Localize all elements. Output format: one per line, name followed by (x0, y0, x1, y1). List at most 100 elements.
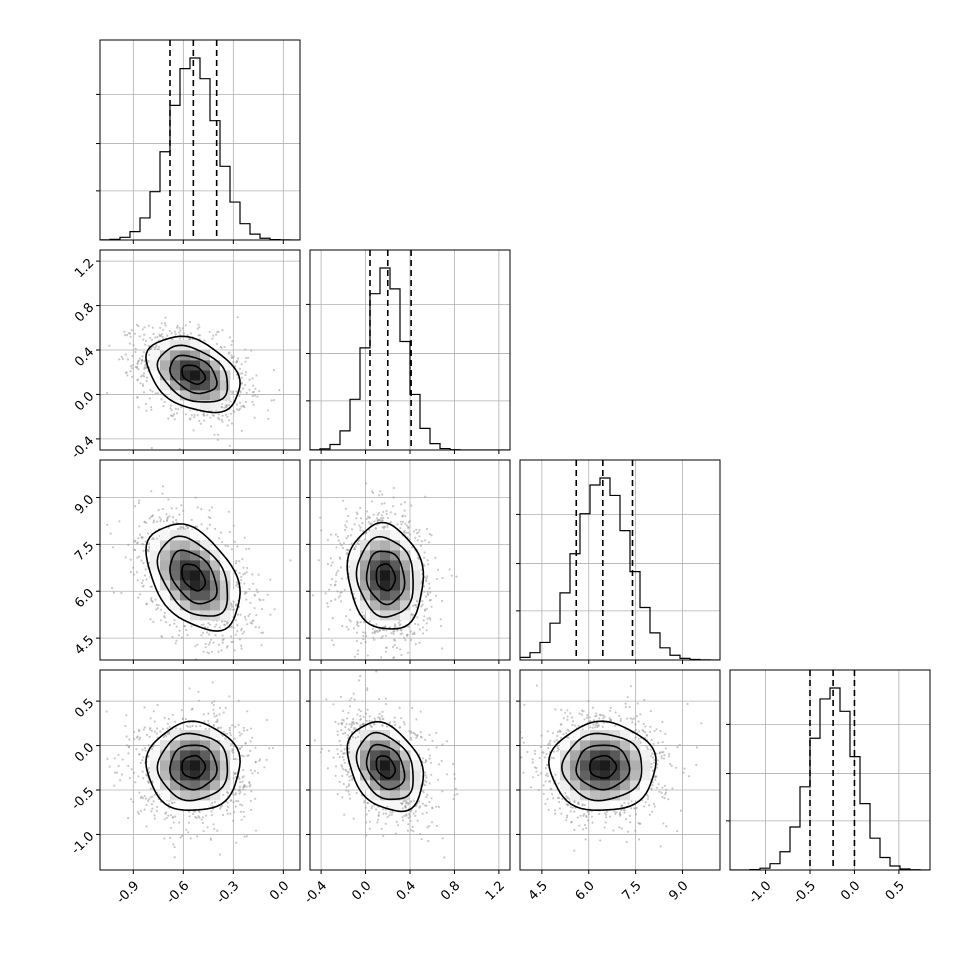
density-cell (630, 750, 641, 761)
scatter-point (355, 517, 358, 520)
scatter-point (212, 723, 215, 726)
scatter-point (143, 808, 146, 811)
scatter-point (414, 733, 417, 736)
scatter-point (417, 531, 420, 534)
density-cell (180, 760, 191, 771)
scatter-point (410, 738, 413, 741)
density-cell (210, 360, 221, 371)
scatter-point (644, 725, 647, 728)
density-cell (150, 760, 161, 771)
scatter-point (176, 527, 179, 530)
scatter-point (635, 813, 638, 816)
scatter-point (348, 729, 351, 732)
scatter-point (311, 594, 315, 597)
density-cell (200, 550, 211, 561)
scatter-point (218, 853, 221, 856)
scatter-point (253, 593, 256, 596)
density-cell (370, 780, 381, 791)
scatter-point (235, 559, 238, 563)
scatter-point (117, 764, 120, 768)
scatter-point (329, 557, 332, 560)
scatter-point (557, 782, 560, 785)
scatter-point (362, 614, 365, 617)
density-cell (150, 360, 161, 371)
scatter-point (354, 736, 357, 740)
density-cell (160, 370, 171, 381)
scatter-point (198, 699, 201, 702)
density-cell (380, 790, 391, 801)
scatter-point (385, 703, 388, 706)
scatter-point (155, 345, 158, 348)
scatter-point (586, 819, 590, 822)
scatter-point (145, 825, 148, 828)
scatter-point (414, 643, 417, 646)
scatter-point (608, 719, 612, 722)
density-cell (190, 780, 201, 791)
scatter-point (345, 789, 348, 792)
density-cell (360, 750, 371, 761)
scatter-point (171, 816, 175, 819)
scatter-point (598, 812, 601, 816)
scatter-point (208, 623, 212, 626)
x-tick-label: 6.0 (573, 878, 598, 903)
scatter-point (271, 747, 274, 750)
scatter-point (239, 810, 242, 813)
scatter-point (215, 342, 219, 346)
scatter-point (138, 525, 141, 528)
scatter-point (651, 781, 655, 784)
scatter-point (453, 793, 456, 796)
density-cell (600, 730, 611, 741)
scatter-point (380, 517, 383, 520)
scatter-point (228, 729, 231, 732)
scatter-point (410, 504, 413, 507)
density-cell (390, 770, 401, 781)
scatter-point (242, 387, 245, 390)
scatter-point (609, 815, 612, 818)
scatter-point (154, 598, 157, 601)
scatter-point (244, 356, 248, 360)
density-cell (210, 550, 221, 561)
scatter-point (226, 424, 229, 427)
scatter-point (151, 807, 154, 810)
x-tick-label: -0.5 (790, 878, 819, 907)
scatter-point (356, 713, 359, 716)
scatter-point (168, 725, 171, 728)
scatter-point (242, 775, 245, 778)
scatter-point (136, 579, 139, 582)
y-tick-label: -0.5 (69, 785, 98, 814)
scatter-point (166, 722, 169, 725)
scatter-point (384, 634, 387, 637)
scatter-point (332, 703, 335, 706)
scatter-point (619, 719, 622, 723)
scatter-point (326, 602, 329, 605)
scatter-point (368, 827, 371, 830)
scatter-point (656, 759, 660, 762)
scatter-point (349, 608, 352, 612)
scatter-point (201, 821, 205, 825)
scatter-point (143, 574, 146, 577)
scatter-point (428, 541, 431, 544)
scatter-point (202, 623, 205, 626)
scatter-point (171, 802, 174, 805)
density-cell (230, 760, 241, 771)
scatter-point (132, 771, 136, 774)
scatter-point (618, 714, 621, 718)
density-cell (200, 360, 211, 371)
scatter-point (235, 403, 238, 406)
scatter-point (381, 635, 384, 638)
scatter-point (168, 329, 171, 333)
scatter-point (569, 805, 572, 809)
scatter-point (238, 638, 241, 641)
scatter-point (358, 708, 361, 711)
density-cell (220, 760, 231, 771)
scatter-point (342, 542, 346, 545)
density-cell (580, 750, 591, 761)
scatter-point (436, 577, 439, 580)
scatter-point (241, 557, 244, 561)
scatter-point (208, 727, 211, 731)
scatter-point (338, 556, 341, 559)
scatter-point (234, 788, 237, 791)
scatter-point (520, 756, 523, 759)
scatter-point (151, 326, 154, 329)
scatter-point (129, 335, 132, 338)
